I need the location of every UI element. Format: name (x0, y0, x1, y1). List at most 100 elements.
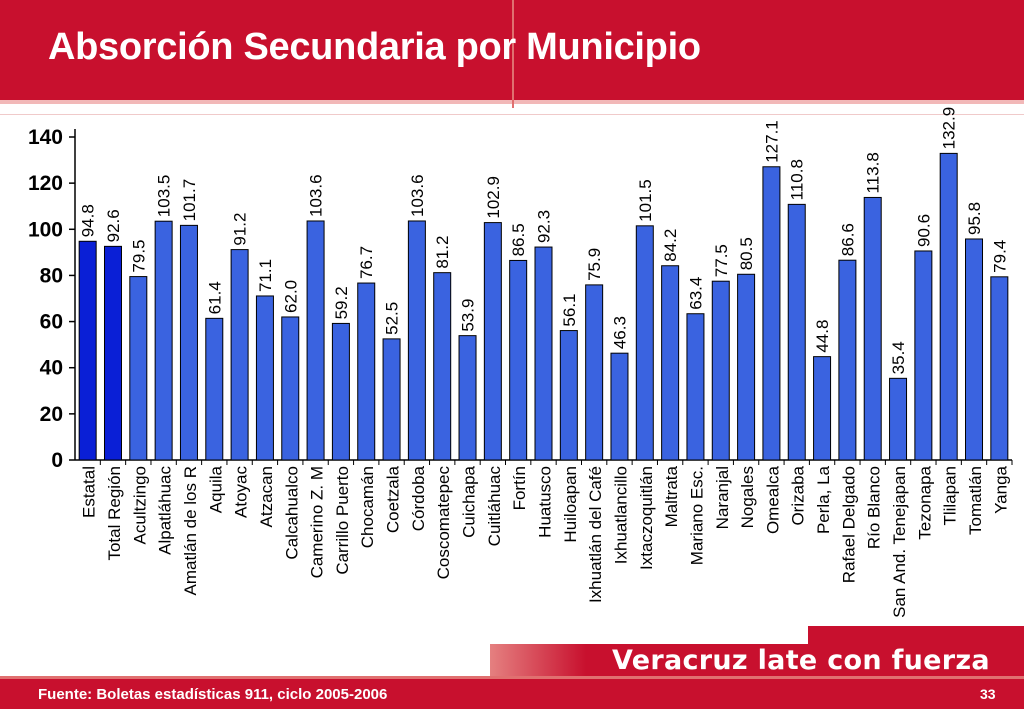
y-tick-label: 140 (28, 126, 63, 149)
value-label: 84.2 (661, 229, 680, 262)
value-label: 132.9 (940, 107, 959, 150)
value-label: 91.2 (231, 212, 250, 245)
category-label: Naranjal (713, 466, 732, 529)
category-label: Estatal (80, 466, 99, 518)
value-label: 44.8 (813, 320, 832, 353)
bar (230, 249, 249, 461)
category-label: Rafael Delgado (839, 466, 858, 583)
category-label: Chocamán (358, 466, 377, 548)
slogan-band (490, 644, 1024, 676)
value-label: 94.8 (79, 204, 98, 237)
y-tick-label: 0 (51, 449, 63, 472)
value-label: 103.6 (408, 174, 427, 217)
y-tick-label: 120 (28, 172, 63, 195)
category-label: Calcahualco (282, 466, 301, 560)
value-label: 95.8 (965, 202, 984, 235)
y-tick-label: 100 (28, 218, 63, 241)
category-label: Atzacan (257, 466, 276, 527)
category-label: Mariano Esc. (687, 466, 706, 565)
category-label: Ixtaczoquitlán (637, 466, 656, 570)
value-label: 52.5 (383, 302, 402, 335)
bar (78, 240, 97, 461)
value-label: 103.5 (155, 175, 174, 218)
category-label: Huiloapan (561, 466, 580, 543)
category-label: Acultzingo (130, 466, 149, 544)
bar (306, 220, 325, 461)
value-label: 46.3 (610, 316, 629, 349)
bar (179, 224, 198, 461)
value-label: 103.6 (307, 174, 326, 217)
value-label: 80.5 (737, 237, 756, 270)
bar (914, 250, 933, 461)
bar (610, 352, 629, 461)
bar (458, 335, 477, 461)
bar (838, 259, 857, 461)
value-label: 101.7 (180, 179, 199, 222)
category-label: Yanga (991, 465, 1010, 513)
category-label: Total Región (105, 466, 124, 561)
bar (889, 377, 908, 461)
category-label: Maltrata (662, 465, 681, 527)
source-note: Fuente: Boletas estadísticas 911, ciclo … (38, 686, 388, 703)
bar (762, 166, 781, 461)
category-label: Río Blanco (865, 466, 884, 549)
category-label: Cuichapa (460, 465, 479, 537)
category-label: Coetzala (384, 465, 403, 533)
category-label: Córdoba (409, 465, 428, 531)
category-label: Omealca (763, 465, 782, 534)
bar (939, 152, 958, 461)
category-label: Tezonapa (915, 465, 934, 539)
bar (331, 322, 350, 461)
value-label: 35.4 (889, 341, 908, 374)
bar (813, 356, 832, 461)
bar (357, 282, 376, 461)
bar (787, 203, 806, 461)
header-thin-rule (0, 114, 1024, 115)
category-label: Perla, La (814, 465, 833, 534)
category-label: Aquila (206, 465, 225, 513)
slogan-band-top (808, 626, 1024, 644)
value-label: 86.6 (838, 223, 857, 256)
value-label: 113.8 (864, 152, 883, 193)
slogan-text: Veracruz late con fuerza (612, 645, 990, 676)
category-label: Carrillo Puerto (333, 466, 352, 575)
value-label: 86.5 (509, 223, 528, 256)
value-label: 62.0 (281, 280, 300, 313)
value-label: 110.8 (788, 159, 807, 200)
category-label: Coscomatepec (434, 466, 453, 580)
header-divider (512, 0, 514, 108)
bar (965, 238, 984, 461)
value-label: 71.1 (256, 259, 275, 292)
page-number: 33 (980, 686, 996, 702)
bar-chart: 0 20 40 60 80 100 120 140 94.8 Estatal 92.6 Total R… (28, 107, 1013, 618)
category-label: San And. Tenejapan (890, 466, 909, 618)
y-tick-label: 20 (40, 403, 63, 426)
bar (711, 280, 730, 461)
category-label: Camerino Z. M (308, 466, 327, 578)
bar (863, 196, 882, 461)
value-label: 102.9 (484, 176, 503, 219)
value-label: 92.3 (535, 210, 554, 243)
bar (737, 273, 756, 461)
slide-title: Absorción Secundaria por Municipio (48, 26, 701, 68)
y-tick-label: 40 (40, 357, 63, 380)
y-tick-label: 60 (40, 311, 63, 334)
bar (382, 338, 401, 461)
bar (154, 220, 173, 461)
value-label: 81.2 (433, 236, 452, 269)
value-label: 75.9 (585, 248, 604, 281)
category-label: Alpatláhuac (156, 466, 175, 555)
value-label: 92.6 (104, 209, 123, 242)
category-label: Fortín (510, 466, 529, 510)
category-label: Nogales (738, 466, 757, 528)
bar (509, 259, 528, 461)
value-label: 90.6 (914, 214, 933, 247)
category-label: Atoyac (232, 466, 251, 518)
value-label: 127.1 (762, 120, 781, 163)
value-label: 76.7 (357, 246, 376, 279)
bar (433, 272, 452, 461)
category-label: Ixhuatlancillo (611, 466, 630, 564)
bar (990, 276, 1009, 461)
y-tick-label: 80 (40, 264, 63, 287)
bar (255, 295, 274, 461)
